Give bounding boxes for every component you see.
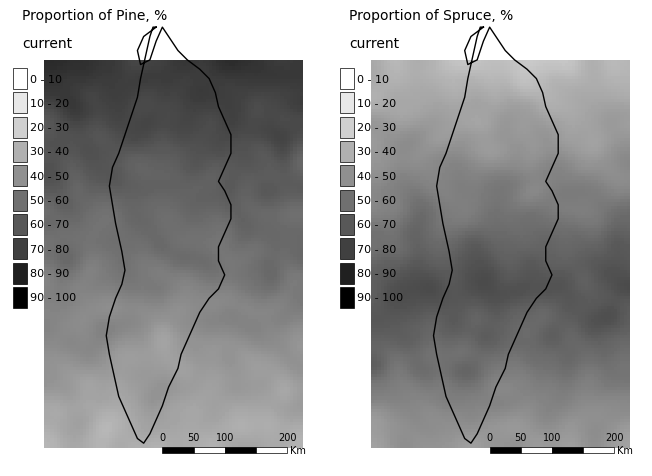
FancyBboxPatch shape <box>340 287 354 308</box>
Text: Proportion of Pine, %: Proportion of Pine, % <box>22 10 168 23</box>
Text: 10 - 20: 10 - 20 <box>30 99 69 109</box>
Text: 0: 0 <box>486 432 493 442</box>
FancyBboxPatch shape <box>521 447 552 453</box>
FancyBboxPatch shape <box>13 166 27 187</box>
FancyBboxPatch shape <box>490 447 521 453</box>
FancyBboxPatch shape <box>13 215 27 236</box>
Text: 200: 200 <box>605 432 623 442</box>
FancyBboxPatch shape <box>340 93 354 114</box>
Text: 80 - 90: 80 - 90 <box>30 268 69 278</box>
FancyBboxPatch shape <box>340 263 354 284</box>
Text: Km: Km <box>617 445 633 455</box>
Text: Proportion of Spruce, %: Proportion of Spruce, % <box>349 10 514 23</box>
Text: 100: 100 <box>216 432 234 442</box>
FancyBboxPatch shape <box>583 447 614 453</box>
FancyBboxPatch shape <box>13 69 27 90</box>
Text: 0 - 10: 0 - 10 <box>357 74 389 84</box>
FancyBboxPatch shape <box>340 142 354 163</box>
Text: 40 - 50: 40 - 50 <box>357 171 396 181</box>
Text: 40 - 50: 40 - 50 <box>30 171 69 181</box>
Text: 70 - 80: 70 - 80 <box>30 244 69 254</box>
Text: current: current <box>349 38 400 51</box>
FancyBboxPatch shape <box>340 166 354 187</box>
Text: 20 - 30: 20 - 30 <box>30 123 69 133</box>
Text: Km: Km <box>290 445 306 455</box>
FancyBboxPatch shape <box>162 447 194 453</box>
Text: 90 - 100: 90 - 100 <box>30 293 76 303</box>
Text: 60 - 70: 60 - 70 <box>30 220 69 230</box>
Text: 20 - 30: 20 - 30 <box>357 123 396 133</box>
FancyBboxPatch shape <box>13 118 27 139</box>
FancyBboxPatch shape <box>13 142 27 163</box>
Text: 30 - 40: 30 - 40 <box>30 147 69 157</box>
FancyBboxPatch shape <box>340 69 354 90</box>
Text: 80 - 90: 80 - 90 <box>357 268 396 278</box>
FancyBboxPatch shape <box>13 238 27 260</box>
FancyBboxPatch shape <box>340 215 354 236</box>
FancyBboxPatch shape <box>256 447 287 453</box>
FancyBboxPatch shape <box>225 447 256 453</box>
FancyBboxPatch shape <box>13 93 27 114</box>
Text: 50: 50 <box>187 432 200 442</box>
Text: 50: 50 <box>514 432 527 442</box>
FancyBboxPatch shape <box>340 238 354 260</box>
FancyBboxPatch shape <box>552 447 583 453</box>
Text: 90 - 100: 90 - 100 <box>357 293 404 303</box>
FancyBboxPatch shape <box>340 190 354 211</box>
FancyBboxPatch shape <box>13 263 27 284</box>
Text: 60 - 70: 60 - 70 <box>357 220 396 230</box>
Text: 0 - 10: 0 - 10 <box>30 74 62 84</box>
Text: 50 - 60: 50 - 60 <box>30 196 69 206</box>
Text: 10 - 20: 10 - 20 <box>357 99 396 109</box>
Text: 30 - 40: 30 - 40 <box>357 147 396 157</box>
Text: 100: 100 <box>542 432 561 442</box>
FancyBboxPatch shape <box>340 118 354 139</box>
FancyBboxPatch shape <box>194 447 225 453</box>
Text: current: current <box>22 38 72 51</box>
Text: 200: 200 <box>278 432 296 442</box>
FancyBboxPatch shape <box>13 190 27 211</box>
Text: 70 - 80: 70 - 80 <box>357 244 396 254</box>
Text: 50 - 60: 50 - 60 <box>357 196 396 206</box>
Text: 0: 0 <box>159 432 166 442</box>
FancyBboxPatch shape <box>13 287 27 308</box>
